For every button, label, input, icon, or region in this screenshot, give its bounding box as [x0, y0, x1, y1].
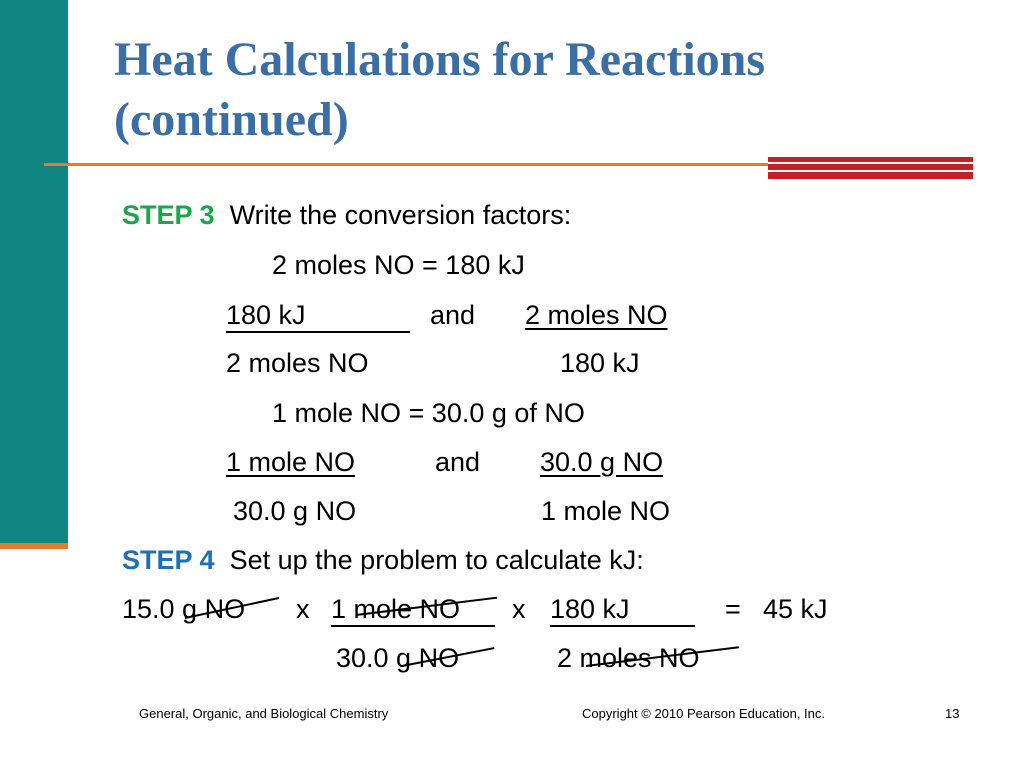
- footer-course-title: General, Organic, and Biological Chemist…: [139, 706, 389, 721]
- calc-result: 45 kJ: [763, 594, 828, 624]
- conversion-equality-1: 2 moles NO = 180 kJ: [272, 250, 525, 280]
- cf2-denominator-b: 1 mole NO: [541, 496, 671, 526]
- calc-times-2: x: [512, 594, 526, 624]
- slide-title: Heat Calculations for Reactions (continu…: [114, 30, 994, 150]
- cf2-and: and: [435, 447, 481, 477]
- step4-line: STEP 4 Set up the problem to calculate k…: [122, 543, 644, 577]
- calc-times-1: x: [296, 594, 310, 624]
- step3-instruction: Write the conversion factors:: [229, 200, 572, 230]
- cf1-denominator-b: 180 kJ: [560, 348, 640, 378]
- cf1-and: and: [430, 300, 476, 330]
- footer-page-number: 13: [945, 706, 960, 721]
- cf2-numerator-a: 1 mole NO: [226, 447, 356, 477]
- step3-label: STEP 3: [122, 200, 215, 230]
- cf2-numerator-b: 30.0 g NO: [540, 447, 664, 477]
- cf1-numerator-a: 180 kJ: [226, 298, 410, 333]
- title-red-accent-bar: [768, 157, 973, 179]
- step3-line: STEP 3 Write the conversion factors:: [122, 198, 571, 232]
- title-line-2: (continued): [114, 93, 349, 146]
- left-teal-bar: [0, 0, 68, 546]
- footer-copyright: Copyright © 2010 Pearson Education, Inc.: [582, 706, 826, 721]
- cf2-denominator-a: 30.0 g NO: [233, 496, 357, 526]
- step4-label: STEP 4: [122, 545, 215, 575]
- calc-denominator-2: 2 moles NO: [557, 643, 700, 673]
- calc-numerator-1: 1 mole NO: [331, 592, 495, 627]
- conversion-equality-2: 1 mole NO = 30.0 g of NO: [272, 398, 585, 428]
- title-underline-rule: [44, 163, 774, 166]
- left-bar-orange-tick: [0, 543, 68, 549]
- step4-instruction: Set up the problem to calculate kJ:: [229, 545, 644, 575]
- calc-numerator-2: 180 kJ: [550, 592, 695, 627]
- cf1-numerator-b: 2 moles NO: [525, 300, 668, 330]
- title-line-1: Heat Calculations for Reactions: [114, 33, 766, 86]
- cf1-denominator-a: 2 moles NO: [226, 348, 369, 378]
- calc-equals: =: [725, 594, 741, 624]
